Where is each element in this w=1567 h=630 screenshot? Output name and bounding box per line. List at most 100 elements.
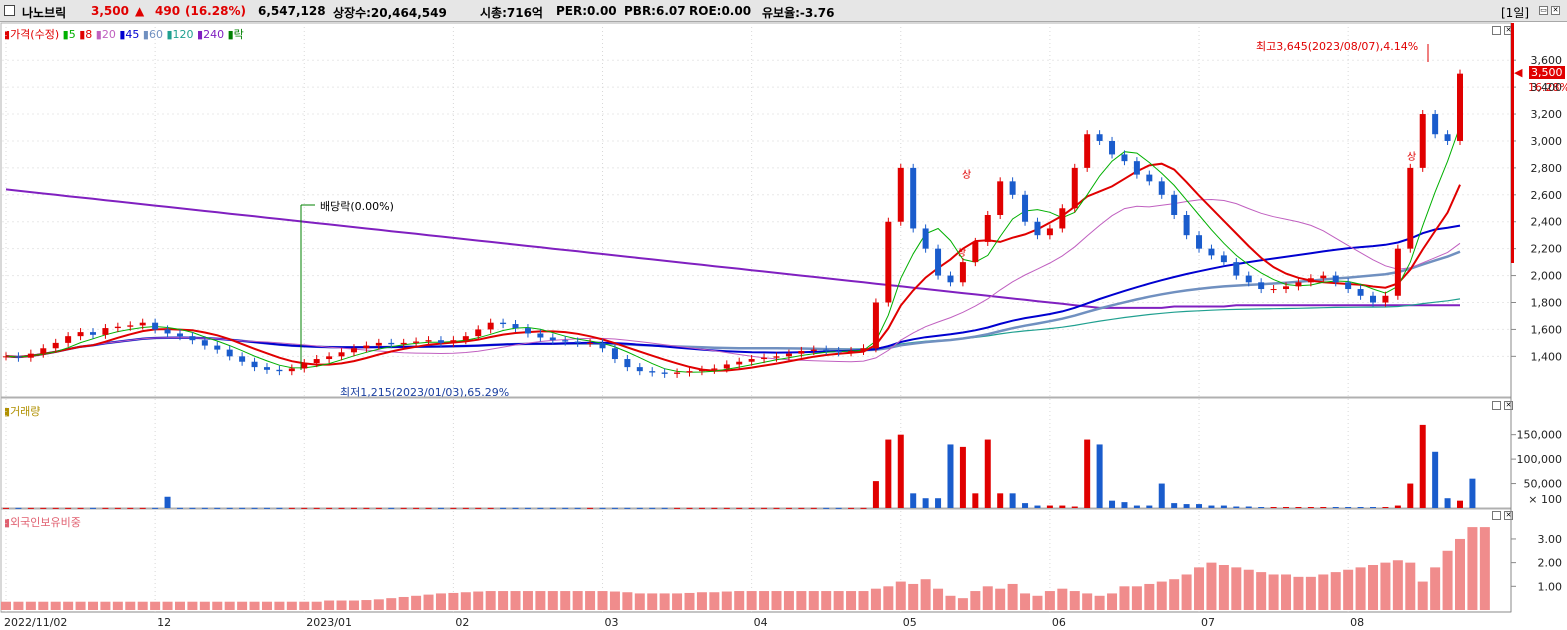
volume-bar [810, 507, 817, 509]
candle-body [375, 342, 382, 346]
candle-body [1158, 181, 1165, 195]
price-tick-label: 1,800 [1531, 297, 1563, 310]
candle-body [549, 337, 556, 341]
volume-bar [189, 507, 196, 509]
foreign-bar [75, 601, 86, 610]
ma5-line [5, 126, 1461, 373]
volume-bar [425, 507, 432, 509]
volume-bar [77, 507, 84, 509]
foreign-bar [883, 586, 894, 610]
foreign-bar [1218, 565, 1229, 610]
candle-body [1332, 275, 1339, 283]
volume-bar [388, 507, 395, 509]
foreign-bar [1243, 569, 1254, 610]
trade-volume: 6,547,128 [258, 4, 326, 18]
volume-bar [276, 507, 283, 509]
candle-body [1357, 289, 1364, 296]
close-icon[interactable]: ✕ [1551, 6, 1560, 15]
foreign-bar [783, 591, 794, 610]
candle-body [338, 352, 345, 357]
candle-body [487, 322, 494, 330]
foreign-bar [150, 601, 161, 610]
candle-body [922, 228, 929, 249]
candle-body [1121, 154, 1128, 162]
candle-body [425, 340, 432, 342]
candle-body [736, 361, 743, 365]
stock-name[interactable]: 나노브릭 [22, 6, 67, 20]
volume-bar [885, 439, 892, 508]
foreign-bar [1405, 562, 1416, 610]
foreign-bar [510, 591, 521, 610]
foreign-bar [597, 591, 608, 610]
candle-body [462, 336, 469, 341]
dividend-marker-line [300, 204, 315, 370]
maximize-icon[interactable]: ▭ [1539, 6, 1548, 15]
candle-body [1394, 248, 1401, 296]
volume-bar [848, 507, 855, 509]
foreign-bar [933, 588, 944, 610]
candle-body [674, 372, 681, 374]
foreign-panel-restore-icon[interactable] [1492, 511, 1501, 520]
foreign-bar [1479, 527, 1490, 610]
foreign-bar [1256, 572, 1267, 610]
current-price-pointer-icon: ◀ [1514, 66, 1523, 79]
current-price: 3,500 [91, 4, 129, 18]
foreign-bar [87, 601, 98, 610]
legend-ma45-marker-icon: ▮ [119, 28, 126, 41]
foreign-bar [274, 601, 285, 610]
foreign-bar [945, 595, 956, 610]
foreign-bar [609, 591, 620, 610]
candle-body [562, 340, 569, 342]
candle-body [27, 353, 34, 358]
foreign-panel-close-icon[interactable]: ✕ [1504, 511, 1513, 520]
foreign-bar [1107, 593, 1118, 610]
volume-bar [176, 507, 183, 509]
reserve-ratio: 유보율:-3.76 [762, 6, 835, 20]
foreign-bar [1057, 588, 1068, 610]
foreign-bar [50, 601, 61, 610]
legend-ma20: 20 [101, 28, 116, 41]
candle-body [437, 340, 444, 343]
volume-bar [1133, 505, 1140, 508]
foreign-legend-label: 외국인보유비중 [10, 516, 81, 529]
volume-bar [1220, 505, 1227, 508]
volume-panel-restore-icon[interactable] [1492, 401, 1501, 410]
volume-bar [226, 507, 233, 509]
volume-bar [1183, 504, 1190, 508]
volume-bar [872, 481, 879, 508]
foreign-bar [249, 601, 260, 610]
listed-shares: 상장수:20,464,549 [333, 6, 447, 20]
foreign-bar [1392, 560, 1403, 610]
foreign-bar [324, 600, 335, 610]
candle-body [1270, 289, 1277, 291]
foreign-bar [1094, 595, 1105, 610]
panel-restore-icon[interactable] [1492, 26, 1501, 35]
candle-body [1009, 181, 1016, 195]
period-button[interactable]: [1일] [1501, 6, 1530, 20]
volume-bar [1084, 439, 1091, 508]
volume-bar [437, 507, 444, 509]
candle-body [239, 356, 246, 362]
x-tick-label: 02 [455, 616, 469, 629]
per-value: PER:0.00 [556, 4, 617, 18]
foreign-bar [1368, 565, 1379, 610]
volume-panel-close-icon[interactable]: ✕ [1504, 401, 1513, 410]
foreign-bar [1455, 538, 1465, 610]
legend-ma240: 240 [203, 28, 225, 41]
volume-bar [935, 498, 942, 508]
candle-body [1109, 140, 1116, 155]
volume-bar [1444, 498, 1451, 508]
legend-ma45: 45 [125, 28, 140, 41]
window-checkbox[interactable] [4, 5, 15, 16]
foreign-bar [1169, 579, 1180, 610]
limit-up-mark: 상 [962, 170, 972, 181]
x-tick-label: 2022/11/02 [4, 616, 67, 629]
candle-body [1022, 194, 1029, 222]
foreign-bar [498, 591, 509, 610]
price-tick-label: 3,400 [1531, 81, 1563, 94]
candle-body [1245, 275, 1252, 283]
candle-body [288, 368, 295, 372]
volume-bar [1071, 506, 1078, 508]
foreign-bar [435, 593, 446, 610]
foreign-bar [1417, 581, 1428, 610]
